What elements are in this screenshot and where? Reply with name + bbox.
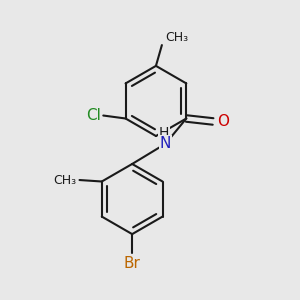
Text: CH₃: CH₃: [165, 31, 188, 44]
Text: H: H: [159, 126, 169, 140]
Text: N: N: [160, 136, 171, 151]
Text: Br: Br: [124, 256, 141, 272]
Text: CH₃: CH₃: [53, 173, 76, 187]
Text: O: O: [217, 114, 229, 129]
Text: Cl: Cl: [86, 108, 101, 123]
